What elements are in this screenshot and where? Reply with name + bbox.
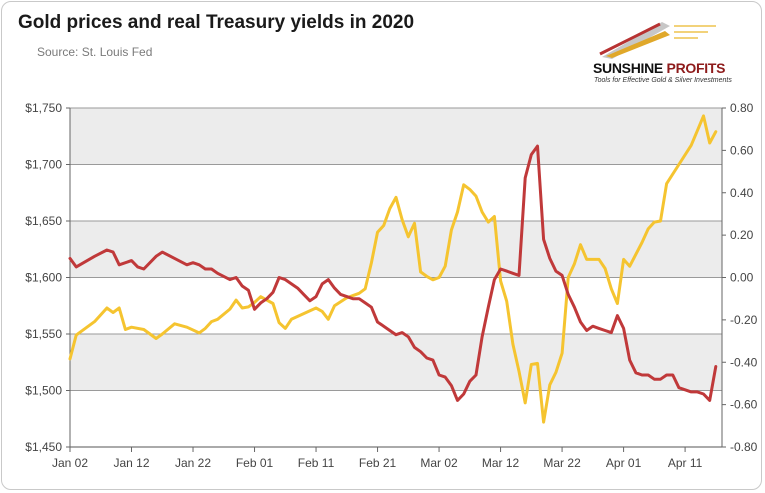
- x-tick-label: Apr 11: [668, 456, 703, 470]
- plot-bands: [70, 108, 722, 391]
- left-tick-label: $1,700: [25, 158, 62, 172]
- plot-band: [70, 221, 722, 278]
- right-tick-label: 0.60: [730, 143, 754, 157]
- real-yield-line: [68, 144, 718, 402]
- x-tick-label: Jan 12: [113, 456, 149, 470]
- logo-wordmark-part1: SUNSHINE: [593, 60, 663, 76]
- logo-mark-icon: [599, 22, 716, 59]
- series-lines: [68, 114, 718, 424]
- right-tick-label: 0.40: [730, 186, 754, 200]
- x-tick-label: Mar 12: [482, 456, 520, 470]
- logo-tagline: Tools for Effective Gold & Silver Invest…: [594, 77, 732, 84]
- left-tick-label: $1,450: [25, 440, 62, 454]
- right-tick-label: 0.80: [730, 101, 754, 115]
- x-tick-label: Feb 01: [236, 456, 274, 470]
- plot-band: [70, 334, 722, 391]
- x-axis-ticks: Jan 02 Jan 12 Jan 22 Feb 01 Feb 11 Feb 21 Mar …: [52, 447, 703, 470]
- right-axis-labels: -0.80 -0.60 -0.40 -0.20 0.00 0.20 0.40 0.60 0.80: [722, 101, 758, 454]
- left-tick-label: $1,650: [25, 214, 62, 228]
- right-tick-label: -0.60: [730, 398, 758, 412]
- left-axis-labels: $1,450 $1,500 $1,550 $1,600 $1,650 $1,700 $1,7…: [25, 101, 70, 454]
- x-tick-label: Mar 02: [420, 456, 458, 470]
- chart-source: Source: St. Louis Fed: [37, 45, 153, 59]
- right-tick-label: -0.80: [730, 440, 758, 454]
- brand-logo: SUNSHINE PROFITS Tools for Effective Gol…: [588, 14, 758, 84]
- x-tick-label: Feb 21: [359, 456, 397, 470]
- logo-wordmark: SUNSHINE PROFITS: [593, 60, 725, 76]
- x-tick-label: Jan 22: [175, 456, 211, 470]
- chart-title: Gold prices and real Treasury yields in …: [18, 12, 415, 33]
- plot-band: [70, 108, 722, 165]
- left-tick-label: $1,600: [25, 271, 62, 285]
- gold-price-line: [68, 114, 718, 424]
- right-tick-label: -0.40: [730, 355, 758, 369]
- logo-wordmark-part2: PROFITS: [666, 60, 726, 76]
- left-tick-label: $1,550: [25, 327, 62, 341]
- left-tick-label: $1,500: [25, 384, 62, 398]
- right-tick-label: 0.20: [730, 228, 754, 242]
- x-tick-label: Feb 11: [298, 456, 335, 470]
- x-tick-label: Jan 02: [52, 456, 88, 470]
- x-tick-label: Apr 01: [606, 456, 642, 470]
- left-tick-label: $1,750: [25, 101, 62, 115]
- right-tick-label: 0.00: [730, 271, 754, 285]
- right-tick-label: -0.20: [730, 313, 758, 327]
- x-tick-label: Mar 22: [543, 456, 581, 470]
